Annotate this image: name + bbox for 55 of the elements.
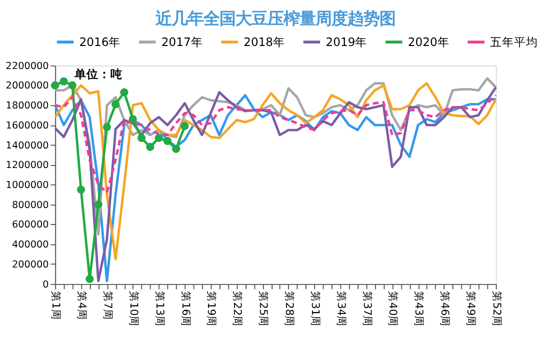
point — [154, 134, 163, 142]
point — [102, 123, 111, 132]
point — [137, 134, 146, 142]
line-series — [54, 94, 498, 194]
x-tick-label: 第37周 — [360, 291, 374, 327]
y-tick-label: 2200000 — [6, 60, 49, 72]
x-tick-label: 第25周 — [257, 291, 270, 327]
legend-label: 五年平均 — [490, 34, 538, 49]
point — [76, 186, 86, 194]
y-tick-label: 400000 — [12, 240, 49, 251]
point — [180, 122, 189, 130]
chart-title: 近几年全国大豆压榨量周度趋势图 — [154, 8, 396, 28]
legend-label: 2019年 — [326, 34, 368, 49]
point — [60, 77, 68, 86]
x-tick-label: 第46周 — [438, 291, 452, 327]
y-tick-label: 0 — [42, 279, 49, 290]
x-tick-label: 第43周 — [412, 291, 426, 327]
point — [163, 136, 172, 145]
x-tick-label: 第28周 — [283, 291, 296, 327]
point — [68, 81, 76, 90]
legend-label: 2017年 — [161, 34, 203, 49]
legend-label: 2016年 — [79, 34, 121, 49]
y-tick-label: 1400000 — [6, 140, 49, 152]
legend-label: 2018年 — [244, 34, 286, 49]
x-tick-label: 第13周 — [153, 291, 166, 327]
x-tick-label: 第4周 — [76, 291, 89, 320]
y-tick-label: 2000000 — [6, 80, 49, 92]
x-tick-label: 第7周 — [102, 291, 115, 320]
x-tick-label: 第31周 — [308, 291, 322, 327]
x-tick-label: 第10周 — [127, 291, 140, 327]
y-tick-label: 1600000 — [6, 120, 49, 132]
point — [146, 142, 154, 151]
y-tick-label: 800000 — [12, 200, 49, 211]
x-tick-label: 第40周 — [386, 291, 400, 327]
y-tick-label: 200000 — [12, 259, 49, 270]
point — [51, 81, 60, 90]
x-tick-label: 第49周 — [464, 291, 478, 327]
x-tick-label: 第52周 — [490, 291, 504, 327]
annotation: 单位：吨 — [73, 67, 122, 82]
y-tick-label: 600000 — [12, 220, 49, 231]
x-tick-label: 第22周 — [231, 291, 244, 327]
point — [94, 200, 102, 209]
point — [112, 100, 120, 108]
point — [120, 88, 128, 96]
y-tick-label: 1200000 — [6, 160, 49, 172]
legend-label: 2020年 — [408, 34, 450, 49]
x-tick-label: 第34周 — [334, 291, 348, 327]
x-tick-label: 第19周 — [205, 291, 218, 327]
point — [128, 115, 137, 124]
y-tick-label: 1000000 — [6, 180, 49, 192]
point — [86, 274, 94, 284]
x-tick-label: 第1周 — [50, 291, 63, 320]
y-tick-label: 1800000 — [6, 100, 49, 112]
x-tick-label: 第16周 — [179, 291, 192, 327]
point — [172, 144, 180, 153]
